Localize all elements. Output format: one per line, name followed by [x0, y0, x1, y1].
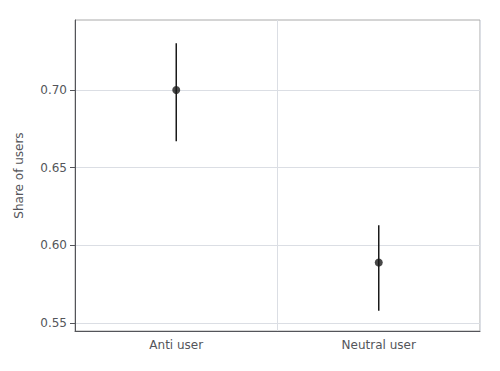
- svg-text:0.55: 0.55: [40, 316, 67, 330]
- svg-text:Neutral user: Neutral user: [342, 338, 416, 352]
- svg-text:Share of users: Share of users: [12, 132, 26, 218]
- svg-text:Anti user: Anti user: [149, 338, 203, 352]
- svg-text:0.70: 0.70: [40, 83, 67, 97]
- svg-text:0.65: 0.65: [40, 161, 67, 175]
- svg-text:0.60: 0.60: [40, 238, 67, 252]
